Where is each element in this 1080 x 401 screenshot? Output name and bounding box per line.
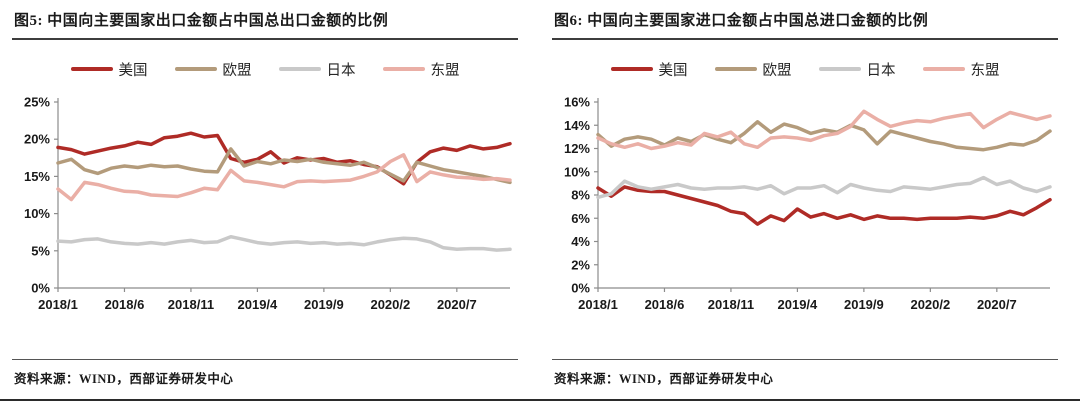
y-axis-label: 0% <box>571 281 590 296</box>
y-axis-label: 6% <box>571 211 590 226</box>
x-axis-label: 2018/1 <box>578 297 618 312</box>
page-bottom-divider <box>0 399 1080 401</box>
legend-swatch-asean <box>922 66 965 72</box>
x-axis-label: 2018/1 <box>38 297 78 312</box>
x-axis-label: 2020/2 <box>370 297 410 312</box>
legend: 美国 欧盟 日本 东盟 <box>12 56 518 82</box>
series-line-japan <box>56 234 512 252</box>
legend-label: 欧盟 <box>762 62 792 79</box>
chart-area: 0% 5% 10% 15% 20% 25% 2018/1 2018/6 2018/11 2019/… <box>12 86 518 323</box>
series-line-us <box>596 185 1052 226</box>
line-chart: 0% 2% 4% 6% 8% 10% 12% 14% 16% 2018/1 2018/6 2018/1… <box>564 95 1052 312</box>
y-axis-label: 20% <box>24 132 50 147</box>
legend: 美国 欧盟 日本 东盟 <box>552 56 1058 82</box>
legend-item-asean: 东盟 <box>382 59 460 80</box>
legend-item-eu: 欧盟 <box>174 59 252 80</box>
series-line-japan <box>596 175 1052 200</box>
legend-label: 美国 <box>118 62 148 79</box>
x-axis-label: 2019/4 <box>238 297 279 312</box>
line-chart: 0% 5% 10% 15% 20% 25% 2018/1 2018/6 2018/11 2019/… <box>24 95 512 312</box>
y-axis-label: 5% <box>31 243 50 258</box>
y-axis-label: 15% <box>24 169 50 184</box>
source-note: 资料来源：WIND，西部证券研发中心 <box>552 359 1058 399</box>
legend-item-asean: 东盟 <box>922 59 1000 80</box>
legend-item-japan: 日本 <box>818 59 896 80</box>
y-axis-label: 10% <box>24 206 50 221</box>
legend-item-us: 美国 <box>70 59 148 80</box>
x-axis-label: 2018/11 <box>168 297 214 312</box>
x-axis-label: 2018/6 <box>105 297 145 312</box>
legend-item-us: 美国 <box>610 59 688 80</box>
y-axis-label: 10% <box>564 164 590 179</box>
x-axis-label: 2020/7 <box>977 297 1017 312</box>
x-axis-label: 2019/9 <box>304 297 344 312</box>
series-line-eu <box>596 120 1052 152</box>
y-axis-label: 25% <box>24 95 50 110</box>
y-axis-label: 8% <box>571 188 590 203</box>
chart-title: 图5: 中国向主要国家出口金额占中国总出口金额的比例 <box>12 0 518 40</box>
x-axis-label: 2018/11 <box>708 297 754 312</box>
chart-area: 0% 2% 4% 6% 8% 10% 12% 14% 16% 2018/1 2018/6 2018/1… <box>552 86 1058 323</box>
chart-title: 图6: 中国向主要国家进口金额占中国总进口金额的比例 <box>552 0 1058 40</box>
source-note-text: 资料来源：WIND，西部证券研发中心 <box>554 372 774 386</box>
legend-swatch-eu <box>714 66 757 72</box>
series-line-eu <box>56 147 512 185</box>
series-line-asean <box>56 153 512 202</box>
legend-item-japan: 日本 <box>278 59 356 80</box>
legend-label: 欧盟 <box>222 62 252 79</box>
source-note-text: 资料来源：WIND，西部证券研发中心 <box>14 372 234 386</box>
x-axis-label: 2018/6 <box>645 297 685 312</box>
y-axis-label: 16% <box>564 95 590 110</box>
y-axis-label: 2% <box>571 257 590 272</box>
x-axis-label: 2020/2 <box>910 297 950 312</box>
legend-swatch-japan <box>818 66 861 72</box>
y-axis-label: 4% <box>571 234 590 249</box>
series-line-asean <box>596 109 1052 151</box>
source-note: 资料来源：WIND，西部证券研发中心 <box>12 359 518 399</box>
x-axis-label: 2020/7 <box>437 297 477 312</box>
legend-label: 东盟 <box>430 62 460 79</box>
legend-swatch-eu <box>174 66 217 72</box>
import-share-chart-panel: 图6: 中国向主要国家进口金额占中国总进口金额的比例 美国 欧盟 日本 东盟 0% 2%… <box>540 0 1080 399</box>
y-axis-label: 0% <box>31 281 50 296</box>
legend-label: 日本 <box>326 62 356 79</box>
series-line-us <box>56 131 512 186</box>
legend-swatch-us <box>70 66 113 72</box>
x-axis-label: 2019/9 <box>844 297 884 312</box>
legend-item-eu: 欧盟 <box>714 59 792 80</box>
y-axis-label: 12% <box>564 141 590 156</box>
legend-swatch-asean <box>382 66 425 72</box>
legend-label: 日本 <box>866 62 896 79</box>
y-axis-label: 14% <box>564 118 590 133</box>
export-share-chart-panel: 图5: 中国向主要国家出口金额占中国总出口金额的比例 美国 欧盟 日本 东盟 0% 5%… <box>0 0 540 399</box>
legend-label: 美国 <box>658 62 688 79</box>
legend-label: 东盟 <box>970 62 1000 79</box>
legend-swatch-japan <box>278 66 321 72</box>
legend-swatch-us <box>610 66 653 72</box>
x-axis-label: 2019/4 <box>778 297 819 312</box>
